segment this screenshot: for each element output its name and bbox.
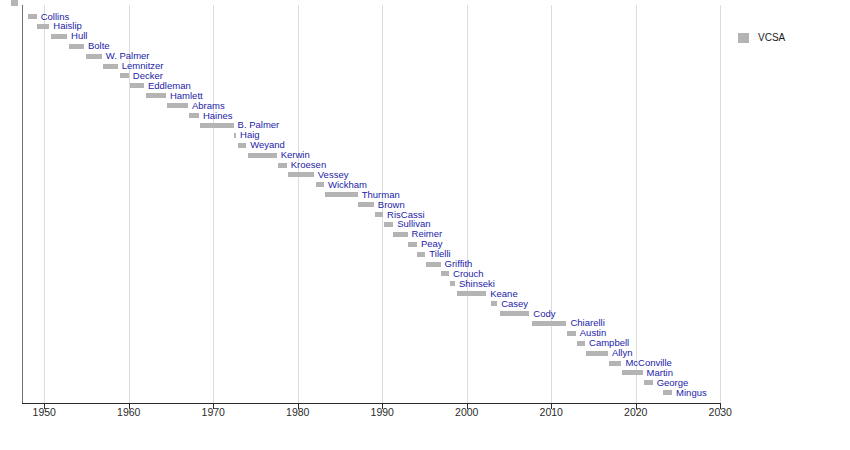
tick-label-1970: 1970	[193, 406, 233, 418]
timeline-bar-tilelli	[417, 252, 425, 257]
timeline-bar-casey	[491, 301, 497, 306]
tick-label-2000: 2000	[447, 406, 487, 418]
gridline-2030	[720, 5, 721, 403]
timeline-bar-w-palmer	[86, 54, 102, 59]
timeline-bar-lemnitzer	[103, 64, 117, 69]
timeline-bar-mingus	[663, 390, 672, 395]
tick-label-2020: 2020	[616, 406, 656, 418]
legend-label: VCSA	[758, 32, 785, 43]
timeline-bar-austin	[567, 331, 575, 336]
timeline-bar-b-palmer	[200, 123, 234, 128]
tick-label-1960: 1960	[109, 406, 149, 418]
tick-label-1950: 1950	[24, 406, 64, 418]
gridline-2020	[636, 5, 637, 403]
gridline-2010	[551, 5, 552, 403]
x-axis-line	[22, 403, 721, 404]
timeline-bar-kroesen	[278, 163, 286, 168]
timeline-bar-shinseki	[450, 281, 455, 286]
y-axis-spine	[22, 5, 23, 403]
timeline-bar-griffith	[426, 262, 440, 267]
bar-label-casey: Casey	[501, 298, 528, 309]
timeline-bar-haig	[234, 133, 237, 138]
timeline-bar-chiarelli	[532, 321, 567, 326]
timeline-bar-collins	[28, 14, 36, 19]
gridline-1980	[298, 5, 299, 403]
timeline-bar-peay	[408, 242, 416, 247]
gridline-2000	[467, 5, 468, 403]
bar-label-cody: Cody	[533, 308, 555, 319]
timeline-bar-weyand	[238, 143, 246, 148]
gridline-1950	[44, 5, 45, 403]
timeline-bar-hamlett	[146, 93, 166, 98]
timeline-bar-cody	[500, 311, 530, 316]
timeline-bar-thurman	[325, 192, 358, 197]
tick-label-1990: 1990	[362, 406, 402, 418]
timeline-bar-wickham	[316, 182, 324, 187]
timeline-bar-haines	[189, 113, 199, 118]
timeline-bar-george	[644, 380, 652, 385]
timeline-bar-sullivan	[384, 222, 393, 227]
timeline-bar-keane	[457, 291, 487, 296]
timeline-bar-vessey	[288, 172, 314, 177]
timeline-bar-reimer	[393, 232, 407, 237]
tick-label-1980: 1980	[278, 406, 318, 418]
timeline-bar-hull	[51, 34, 67, 39]
timeline-bar-crouch	[441, 271, 449, 276]
gridline-1970	[213, 5, 214, 403]
timeline-bar-campbell	[577, 341, 585, 346]
timeline-bar-eddleman	[130, 83, 144, 88]
corner-artifact	[11, 0, 18, 6]
timeline-bar-riscassi	[375, 212, 383, 217]
bar-label-haines: Haines	[203, 110, 233, 121]
timeline-bar-abrams	[167, 103, 188, 108]
timeline-bar-martin	[622, 370, 642, 375]
legend-swatch	[738, 33, 749, 43]
tick-label-2030: 2030	[700, 406, 740, 418]
timeline-bar-decker	[120, 73, 128, 78]
timeline-bar-haislip	[37, 24, 50, 29]
timeline-bar-mcconville	[609, 361, 622, 366]
timeline-bar-allyn	[586, 351, 608, 356]
timeline-bar-brown	[358, 202, 374, 207]
tick-label-2010: 2010	[531, 406, 571, 418]
timeline-bar-bolte	[69, 44, 84, 49]
vcsa-timeline-chart: 195019601970198019902000201020202030Coll…	[0, 0, 850, 450]
timeline-bar-kerwin	[248, 153, 277, 158]
bar-label-hull: Hull	[71, 30, 87, 41]
bar-label-mingus: Mingus	[676, 387, 707, 398]
